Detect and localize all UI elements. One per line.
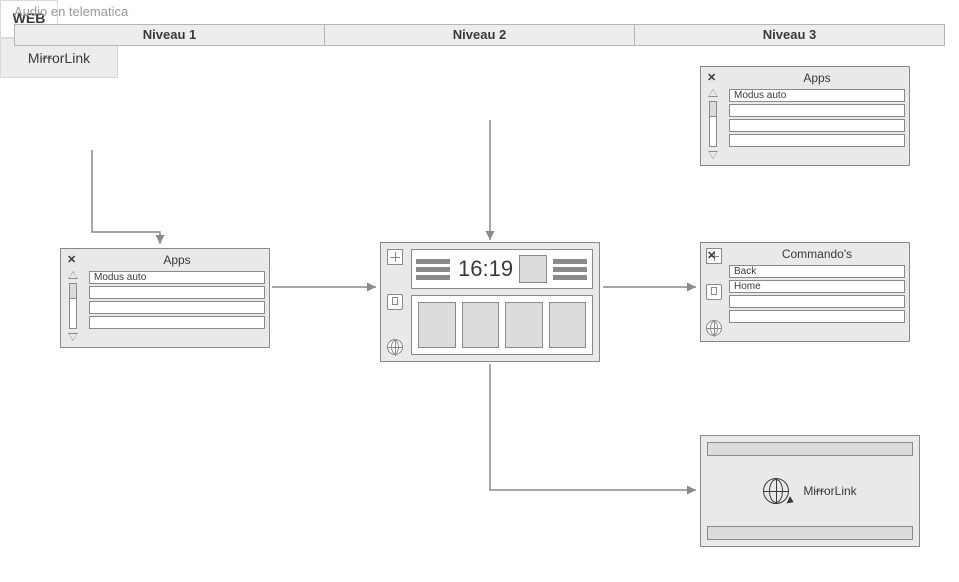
close-icon[interactable]: ✕ <box>707 249 716 262</box>
scrollbar[interactable] <box>69 283 77 329</box>
list-item[interactable]: Home <box>729 280 905 293</box>
screen-title: Apps <box>89 253 265 269</box>
globe-icon[interactable] <box>387 339 403 355</box>
screen-title: Apps <box>729 71 905 87</box>
mirrorlink-logo: MirrorLink <box>803 484 856 498</box>
list-item[interactable]: Modus auto <box>729 89 905 102</box>
scroll-up-icon[interactable] <box>708 89 718 97</box>
phone-screen: 16:19 <box>380 242 600 362</box>
bottom-bar <box>707 526 913 540</box>
top-bar <box>707 442 913 456</box>
status-line <box>553 267 587 272</box>
page-title: Audio en telematica <box>14 4 128 19</box>
globe-icon[interactable] <box>706 320 722 336</box>
status-line <box>553 275 587 280</box>
scroll-down-icon[interactable] <box>68 333 78 341</box>
scroll-down-icon[interactable] <box>708 151 718 159</box>
level-3: Niveau 3 <box>635 25 944 45</box>
screen-title: Commando's <box>729 247 905 263</box>
scrollbar[interactable] <box>709 101 717 147</box>
phone-icon[interactable] <box>387 294 403 310</box>
app-tile[interactable] <box>418 302 456 348</box>
list-item[interactable] <box>729 295 905 308</box>
scroll-up-icon[interactable] <box>68 271 78 279</box>
clock: 16:19 <box>458 256 513 282</box>
list-item[interactable] <box>729 310 905 323</box>
list-item[interactable] <box>729 104 905 117</box>
mirrorlink-screen: MirrorLink <box>700 435 920 547</box>
apps-grid-icon[interactable] <box>387 249 403 265</box>
app-tile[interactable] <box>549 302 587 348</box>
status-line <box>553 259 587 264</box>
phone-app-row <box>411 295 593 355</box>
list-item[interactable]: Back <box>729 265 905 278</box>
list-item[interactable] <box>89 316 265 329</box>
status-line <box>416 259 450 264</box>
mirrorlink-logo: MirrorLink <box>28 50 90 66</box>
level-1: Niveau 1 <box>15 25 325 45</box>
phone-status-bar: 16:19 <box>411 249 593 289</box>
close-icon[interactable]: ✕ <box>707 73 717 83</box>
close-icon[interactable]: ✕ <box>67 255 77 265</box>
globe-icon <box>763 478 789 504</box>
phone-icon[interactable] <box>706 284 722 300</box>
list-item[interactable] <box>729 134 905 147</box>
list-item[interactable] <box>729 119 905 132</box>
apps-screen-left: ✕ Apps Modus auto <box>60 248 270 348</box>
status-line <box>416 267 450 272</box>
level-2: Niveau 2 <box>325 25 635 45</box>
app-tile[interactable] <box>462 302 500 348</box>
apps-screen-top: ✕ Apps Modus auto <box>700 66 910 166</box>
status-line <box>416 275 450 280</box>
list-item[interactable]: Modus auto <box>89 271 265 284</box>
app-tile[interactable] <box>505 302 543 348</box>
level-header: Niveau 1 Niveau 2 Niveau 3 <box>14 24 945 46</box>
status-tile <box>519 255 547 283</box>
commandos-screen: ✕ ✕ Commando's Back Home <box>700 242 910 342</box>
list-item[interactable] <box>89 286 265 299</box>
list-item[interactable] <box>89 301 265 314</box>
